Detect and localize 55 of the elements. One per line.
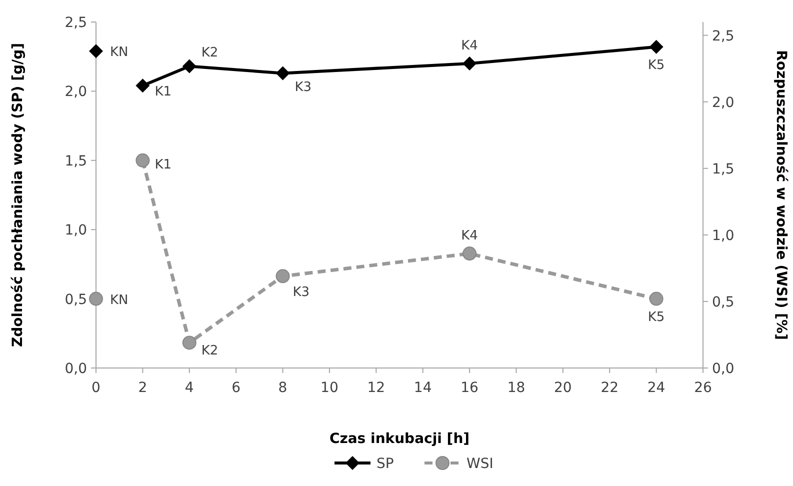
point (182, 59, 196, 74)
y2-tick-label: 1,0 (712, 228, 734, 244)
legend-label: SP (376, 456, 394, 472)
x-tick-label: 20 (554, 380, 572, 396)
point (462, 246, 477, 261)
x-axis-title: Czas inkubacji [h] (329, 431, 470, 447)
data-label: KN (110, 292, 128, 308)
data-label: K1 (154, 84, 172, 100)
data-label: K4 (461, 38, 478, 54)
x-tick-label: 14 (414, 380, 432, 396)
y2-tick-label: 1,5 (712, 161, 734, 178)
x-tick-label: 22 (600, 380, 619, 396)
data-label: K5 (648, 310, 665, 325)
x-tick-label: 12 (367, 380, 386, 396)
x-tick-label: 4 (184, 380, 194, 396)
x-tick-label: 6 (232, 380, 241, 396)
y2-tick-label: 2,0 (712, 94, 734, 111)
x-tick-label: 18 (507, 380, 526, 396)
x-tick-label: 10 (320, 380, 338, 396)
point (649, 40, 664, 54)
point (89, 292, 103, 306)
y-tick-label: 2,5 (64, 15, 87, 31)
x-tick-label: 0 (92, 380, 100, 396)
x-tick-label: 8 (278, 380, 288, 396)
data-label: KN (110, 45, 128, 60)
y-tick-label: 1,0 (64, 222, 87, 239)
point (276, 66, 290, 80)
point (649, 292, 664, 306)
y-tick-label: 0,5 (64, 292, 87, 308)
x-tick-label: 2 (138, 380, 148, 396)
y-tick-label: 0,0 (64, 361, 87, 377)
y2-axis-title: Rozpuszczalność w wodzie (WSI) [%] (773, 50, 789, 340)
y2-tick-label: 2,5 (712, 28, 734, 44)
point (89, 44, 103, 58)
y-axis-title: Zdolność pochłaniania wody (SP) [g/g] (10, 42, 26, 348)
data-label: K5 (648, 58, 665, 73)
data-label: K3 (294, 80, 312, 96)
y-tick-label: 2,0 (64, 84, 87, 100)
y2-tick-label: 0,0 (712, 361, 734, 377)
data-label: K2 (201, 344, 218, 359)
data-label: K3 (292, 285, 310, 300)
point (136, 153, 150, 168)
point (136, 78, 150, 93)
data-label: K2 (201, 45, 218, 60)
data-label: K1 (154, 157, 172, 172)
point (276, 269, 290, 284)
point (182, 336, 196, 350)
y2-tick-label: 0,5 (712, 294, 734, 310)
x-tick-label: 26 (694, 380, 712, 396)
data-label: K4 (461, 228, 478, 244)
point (462, 56, 477, 71)
x-tick-label: 24 (647, 380, 666, 396)
legend-label: WSI (466, 456, 494, 472)
y-tick-label: 1,5 (64, 153, 87, 170)
x-tick-label: 16 (460, 380, 479, 396)
